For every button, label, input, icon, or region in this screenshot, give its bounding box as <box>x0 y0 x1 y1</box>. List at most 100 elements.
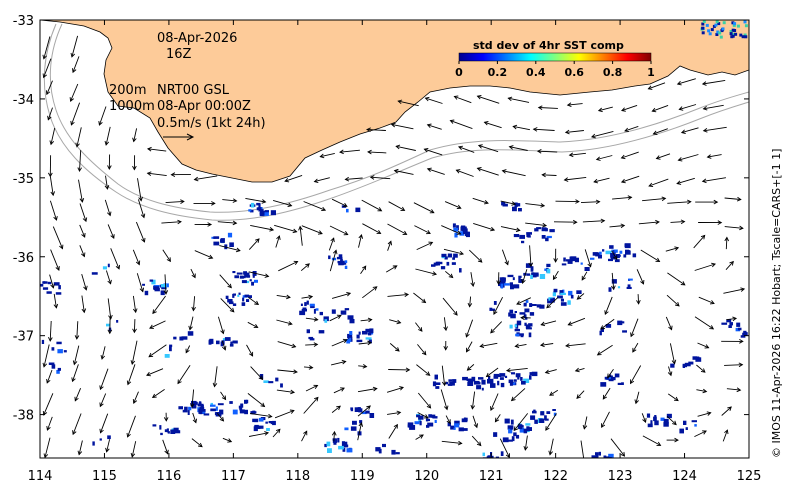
sst-pixel <box>344 441 348 446</box>
sst-pixel <box>447 422 451 427</box>
sst-pixel <box>509 282 513 286</box>
current-vector-head <box>418 327 423 332</box>
sst-pixel <box>514 324 517 328</box>
current-vector <box>529 245 532 267</box>
sst-pixel <box>200 404 204 409</box>
sst-pixel <box>252 273 255 278</box>
sst-pixel <box>245 399 249 404</box>
plot-frame <box>39 19 750 459</box>
sst-pixel <box>534 228 539 232</box>
sst-pixel <box>592 252 598 256</box>
sst-pixel <box>456 225 459 231</box>
current-vector <box>509 146 528 151</box>
current-vector-head <box>366 405 371 410</box>
current-vector <box>301 225 323 235</box>
sst-pixel <box>461 225 466 229</box>
sst-pixel <box>378 448 382 454</box>
current-vector <box>642 197 666 202</box>
current-vector-head <box>99 402 104 408</box>
sst-pixel <box>701 22 705 26</box>
current-vector-head <box>425 371 431 376</box>
sst-pixel <box>491 455 494 458</box>
current-vector <box>360 319 372 322</box>
current-vector <box>678 154 699 161</box>
current-vector <box>454 96 472 104</box>
current-vector <box>441 225 461 235</box>
sst-pixel <box>717 22 721 26</box>
current-vector-head <box>100 354 106 360</box>
current-vector <box>540 343 554 346</box>
sst-pixel <box>446 261 450 266</box>
sst-pixel <box>546 268 551 274</box>
sst-pixel <box>264 210 269 213</box>
sst-pixel <box>142 283 145 286</box>
current-vector <box>331 339 348 347</box>
current-vector <box>107 224 115 239</box>
current-vector-head <box>107 165 112 170</box>
current-vector-head <box>740 287 746 292</box>
sst-pixel <box>116 320 119 323</box>
current-vector <box>314 177 330 183</box>
current-vector <box>583 416 588 429</box>
sst-pixel <box>710 28 714 32</box>
current-vector-head <box>702 388 708 394</box>
sst-pixel <box>280 383 283 388</box>
credit-text: © IMOS 11-Apr-2026 16:22 Hobart; Tscale=… <box>770 149 783 458</box>
sst-pixel <box>670 363 675 368</box>
sst-pixel <box>499 377 504 380</box>
sst-pixel <box>349 331 353 335</box>
current-vector <box>79 203 87 222</box>
sst-pixel <box>695 357 702 362</box>
sst-pixel <box>511 372 515 375</box>
current-vector <box>575 367 585 372</box>
current-vector <box>415 322 423 332</box>
current-vector-head <box>177 219 182 225</box>
sst-pixel <box>493 432 498 437</box>
current-vector <box>147 172 167 177</box>
y-tick-label: -33 <box>13 14 34 29</box>
sst-pixel <box>546 235 552 239</box>
sst-pixel <box>608 379 614 382</box>
current-vector-head <box>269 227 275 232</box>
sst-pixel <box>448 379 453 382</box>
sst-pixel <box>705 23 709 27</box>
current-vector <box>580 440 585 458</box>
current-vector-head <box>289 409 295 414</box>
current-vector-head <box>552 275 558 281</box>
sst-pixel <box>520 377 523 381</box>
sst-pixel <box>560 292 566 295</box>
sst-pixel <box>300 303 303 306</box>
current-vector-head <box>582 424 588 430</box>
current-vector-head <box>361 265 367 271</box>
current-vector-head <box>505 453 510 458</box>
sst-pixel <box>244 272 250 278</box>
sst-pixel <box>517 425 524 428</box>
current-vector <box>220 391 226 400</box>
current-vector <box>694 263 716 271</box>
current-vector-head <box>655 257 661 262</box>
sst-pixel <box>263 212 269 216</box>
sst-pixel <box>232 293 236 296</box>
current-vector-head <box>597 107 603 113</box>
current-vector <box>601 411 610 428</box>
sst-pixel <box>561 263 567 266</box>
current-vector-head <box>336 405 341 411</box>
current-vector-head <box>490 226 496 232</box>
sst-pixel <box>91 272 98 275</box>
current-vector <box>53 293 57 308</box>
current-vector <box>576 390 585 399</box>
current-vector <box>413 202 435 214</box>
current-vector <box>278 261 298 272</box>
current-vector <box>445 415 451 424</box>
current-vector <box>388 424 398 439</box>
current-vector <box>666 415 677 425</box>
current-vector-head <box>426 167 432 173</box>
sst-pixel <box>463 417 467 422</box>
current-vector-head <box>227 283 232 289</box>
current-vector-head <box>132 308 138 314</box>
current-vector <box>357 422 362 441</box>
current-vector <box>133 319 136 333</box>
sst-pixel <box>365 410 370 414</box>
current-vector <box>81 295 85 313</box>
